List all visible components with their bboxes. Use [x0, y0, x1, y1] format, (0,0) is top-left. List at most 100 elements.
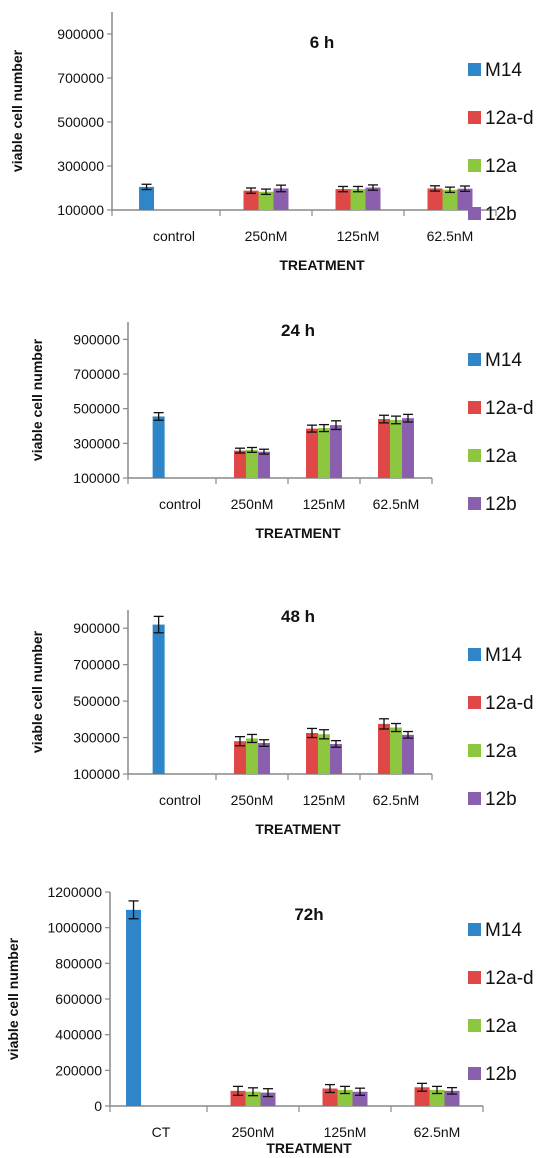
bar-12a-250nM: [258, 191, 274, 210]
bar-12a-d-125nM: [335, 189, 351, 210]
bar-12a-125nM: [350, 189, 366, 210]
bar-12b-250nM: [258, 743, 270, 774]
bar-12b-125nM: [330, 743, 342, 774]
legend-label-12b: 12b: [485, 1064, 517, 1085]
bar-12b-250nM: [273, 188, 289, 210]
y-tick-label: 100000: [57, 202, 104, 218]
bar-M14-control: [152, 416, 165, 478]
legend-label-12a-d: 12a-d: [485, 968, 534, 989]
x-tick-label: control: [159, 792, 201, 808]
bar-12b-62.5nM: [457, 188, 473, 210]
chart-6h: 100000 300000 500000 700000 900000 control 250…: [9, 12, 534, 273]
legend-label-12a: 12a: [485, 741, 517, 762]
legend-label-12b: 12b: [485, 789, 517, 810]
bar-12a-d-250nM: [234, 741, 246, 774]
y-tick-label: 900000: [73, 620, 120, 636]
chart-panel-72h: 0 200000 400000 600000 800000 1000000 1200000 C…: [0, 865, 543, 1158]
x-tick-label: 250nM: [245, 228, 288, 244]
x-tick-label: 62.5nM: [427, 228, 474, 244]
x-tick-label: 62.5nM: [373, 496, 420, 512]
bar-12a-62.5nM: [390, 419, 402, 478]
y-tick-label: 300000: [57, 158, 104, 174]
bar-12a-d-250nM: [234, 450, 246, 478]
bar-12b-62.5nM: [402, 734, 414, 774]
x-tick-label: 62.5nM: [414, 1124, 461, 1140]
legend-label-M14: M14: [485, 920, 522, 941]
legend-swatch-12b: [468, 792, 481, 805]
x-axis-label: TREATMENT: [255, 821, 341, 837]
legend-swatch-12a-d: [468, 971, 481, 984]
legend-swatch-12a: [468, 159, 481, 172]
legend-label-M14: M14: [485, 60, 522, 81]
bar-12a-62.5nM: [442, 189, 458, 210]
legend-swatch-12a: [468, 1019, 481, 1032]
bar-M14-CT: [126, 909, 142, 1106]
y-tick-label: 1000000: [47, 920, 102, 936]
y-tick-label: 900000: [57, 26, 104, 42]
x-tick-label: 125nM: [324, 1124, 367, 1140]
bar-M14-control: [152, 624, 165, 774]
bar-12b-125nM: [365, 187, 381, 210]
legend-swatch-12b: [468, 207, 481, 220]
x-tick-label: 250nM: [232, 1124, 275, 1140]
y-axis-label: viable cell number: [29, 338, 45, 461]
y-tick-label: 1200000: [47, 884, 102, 900]
y-tick-label: 100000: [73, 470, 120, 486]
y-tick-label: 500000: [73, 401, 120, 417]
legend-swatch-12a-d: [468, 111, 481, 124]
y-tick-label: 500000: [73, 693, 120, 709]
y-tick-label: 200000: [55, 1062, 102, 1078]
x-tick-label: control: [153, 228, 195, 244]
x-axis-label: TREATMENT: [279, 257, 365, 273]
bar-12b-125nM: [330, 425, 342, 478]
bar-12a-250nM: [246, 449, 258, 478]
chart-panel-48h: 100000 300000 500000 700000 900000 control 250…: [0, 575, 543, 865]
y-tick-label: 300000: [73, 435, 120, 451]
legend-label-12a-d: 12a-d: [485, 398, 534, 419]
bar-12a-d-62.5nM: [414, 1087, 430, 1106]
legend-label-12a-d: 12a-d: [485, 693, 534, 714]
bar-12a-d-250nM: [243, 190, 259, 210]
legend-label-12a: 12a: [485, 1016, 517, 1037]
x-tick-label: 125nM: [303, 792, 346, 808]
x-tick-label: control: [159, 496, 201, 512]
legend-swatch-12a-d: [468, 401, 481, 414]
bar-12a-125nM: [318, 734, 330, 774]
chart-panel-24h: 100000 300000 500000 700000 900000 control 250…: [0, 285, 543, 575]
y-axis-label: viable cell number: [5, 937, 21, 1060]
chart-72h: 0 200000 400000 600000 800000 1000000 1200000 C…: [5, 884, 534, 1156]
y-tick-label: 100000: [73, 766, 120, 782]
legend-swatch-M14: [468, 353, 481, 366]
chart-title: 6 h: [310, 33, 335, 52]
bar-M14-control: [139, 186, 155, 210]
y-tick-label: 500000: [57, 114, 104, 130]
legend-swatch-M14: [468, 648, 481, 661]
legend-label-12b: 12b: [485, 204, 517, 225]
legend-swatch-12b: [468, 497, 481, 510]
bar-12a-d-125nM: [306, 428, 318, 478]
legend-swatch-M14: [468, 63, 481, 76]
y-tick-label: 800000: [55, 955, 102, 971]
y-axis-label: viable cell number: [29, 630, 45, 753]
x-tick-label: 250nM: [231, 792, 274, 808]
legend-swatch-12a: [468, 449, 481, 462]
legend-label-12a: 12a: [485, 446, 517, 467]
legend-label-12a: 12a: [485, 156, 517, 177]
y-tick-label: 700000: [73, 366, 120, 382]
legend-swatch-12a-d: [468, 696, 481, 709]
legend-label-M14: M14: [485, 645, 522, 666]
x-tick-label: 62.5nM: [373, 792, 420, 808]
legend-swatch-M14: [468, 923, 481, 936]
bar-12a-62.5nM: [390, 727, 402, 774]
y-tick-label: 900000: [73, 331, 120, 347]
x-axis-label: TREATMENT: [255, 525, 341, 541]
y-axis-label: viable cell number: [9, 49, 25, 172]
legend-label-12a-d: 12a-d: [485, 108, 534, 129]
chart-panel-6h: 100000 300000 500000 700000 900000 control 250…: [0, 0, 543, 285]
legend-swatch-12a: [468, 744, 481, 757]
y-tick-label: 700000: [73, 657, 120, 673]
x-tick-label: CT: [152, 1124, 171, 1140]
legend-label-M14: M14: [485, 350, 522, 371]
x-axis-label: TREATMENT: [266, 1140, 352, 1156]
y-tick-label: 700000: [57, 70, 104, 86]
